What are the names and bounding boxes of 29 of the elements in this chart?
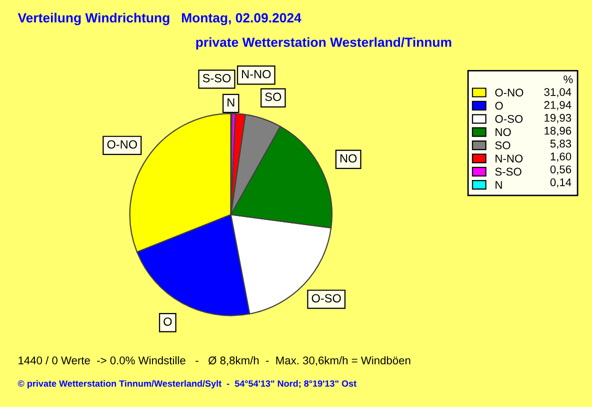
legend-label: O-SO — [495, 114, 523, 123]
legend-title: % — [564, 75, 573, 84]
legend-label: N-NO — [496, 154, 523, 162]
data-label: 18,96 — [544, 126, 572, 136]
data-label: 19,93 — [544, 114, 572, 124]
data-label: 31,04 — [544, 88, 572, 98]
text: 1440 / 0 Werte -> 0.0% Windstille - Ø 8,8km/h - Max. 30,6km/h = Windböen — [18, 356, 410, 366]
slice-label: N-NO — [242, 70, 271, 78]
legend-label: N — [496, 181, 502, 189]
data-label: 1,60 — [550, 152, 572, 162]
slice-label: S-SO — [202, 74, 231, 82]
legend-label: SO — [495, 141, 510, 150]
data-label: 0,56 — [550, 165, 572, 175]
slice-label: O-NO — [107, 140, 137, 149]
legend-label: O-NO — [495, 88, 524, 96]
slice-label: SO — [265, 92, 282, 102]
slice-label: NO — [340, 154, 357, 163]
legend-label: S-SO — [495, 168, 522, 176]
chart-title: Verteilung Windrichtung Montag, 02.09.2024 — [18, 12, 302, 26]
data-label: 5,83 — [550, 140, 572, 149]
legend-label: NO — [496, 128, 511, 136]
legend-label: O — [495, 102, 503, 110]
chart-subtitle: private Wetterstation Westerland/Tinnum — [196, 37, 452, 50]
slice-label: N — [228, 98, 234, 106]
data-label: 21,94 — [544, 101, 572, 110]
text: © private Wetterstation Tinnum/Westerland/Sylt - 54°54'13" Nord; 8°19'13" Ost — [18, 380, 356, 389]
slice-label: O-SO — [312, 294, 341, 302]
data-label: 0,14 — [550, 178, 572, 188]
slice-label: O — [164, 317, 172, 326]
